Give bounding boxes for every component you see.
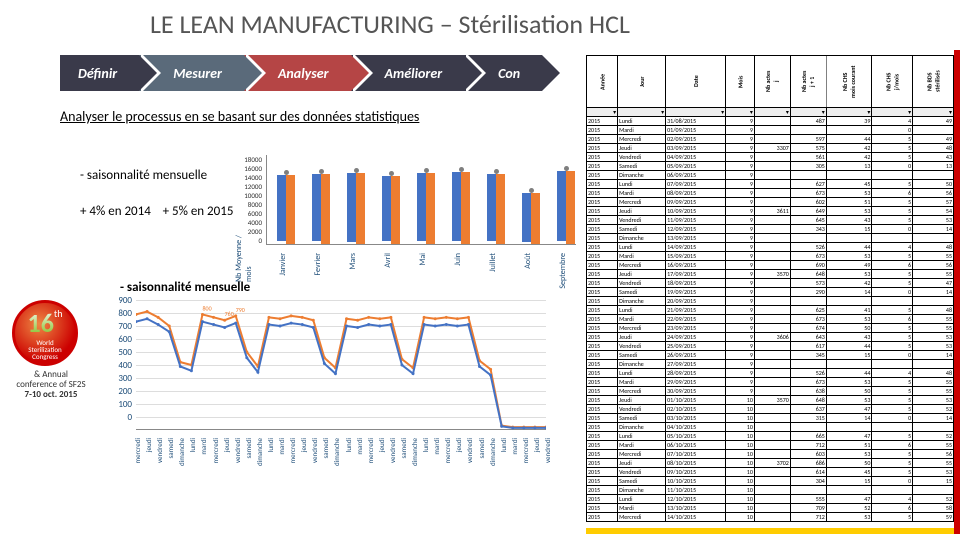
bullet-growth: + 4% en 2014 + 5% en 2015: [80, 204, 233, 219]
data-table: AnnéeJourDateMoisNb actesjNb actesj + 1N…: [586, 55, 954, 522]
nav-step-définir: Définir: [60, 55, 139, 91]
yellow-stripe: [586, 528, 954, 534]
process-nav: DéfinirMesurerAnalyserAméliorerCon: [60, 55, 542, 91]
svg-text:760: 760: [225, 310, 234, 318]
svg-text:790: 790: [236, 306, 245, 314]
chart2-title: - saisonnalité mensuelle: [120, 280, 250, 295]
daily-chart: 9008007006005004003002001000800760790mer…: [110, 300, 550, 500]
page-title: LE LEAN MANUFACTURING – Stérilisation HC…: [150, 8, 630, 40]
subtitle: Analyser le processus en se basant sur d…: [60, 108, 419, 125]
red-stripe: [954, 50, 960, 534]
svg-text:800: 800: [202, 304, 211, 312]
congress-logo: 16th WorldSterilizationCongress & Annual…: [12, 300, 90, 400]
bullet-season: - saisonnalité mensuelle: [80, 168, 207, 183]
